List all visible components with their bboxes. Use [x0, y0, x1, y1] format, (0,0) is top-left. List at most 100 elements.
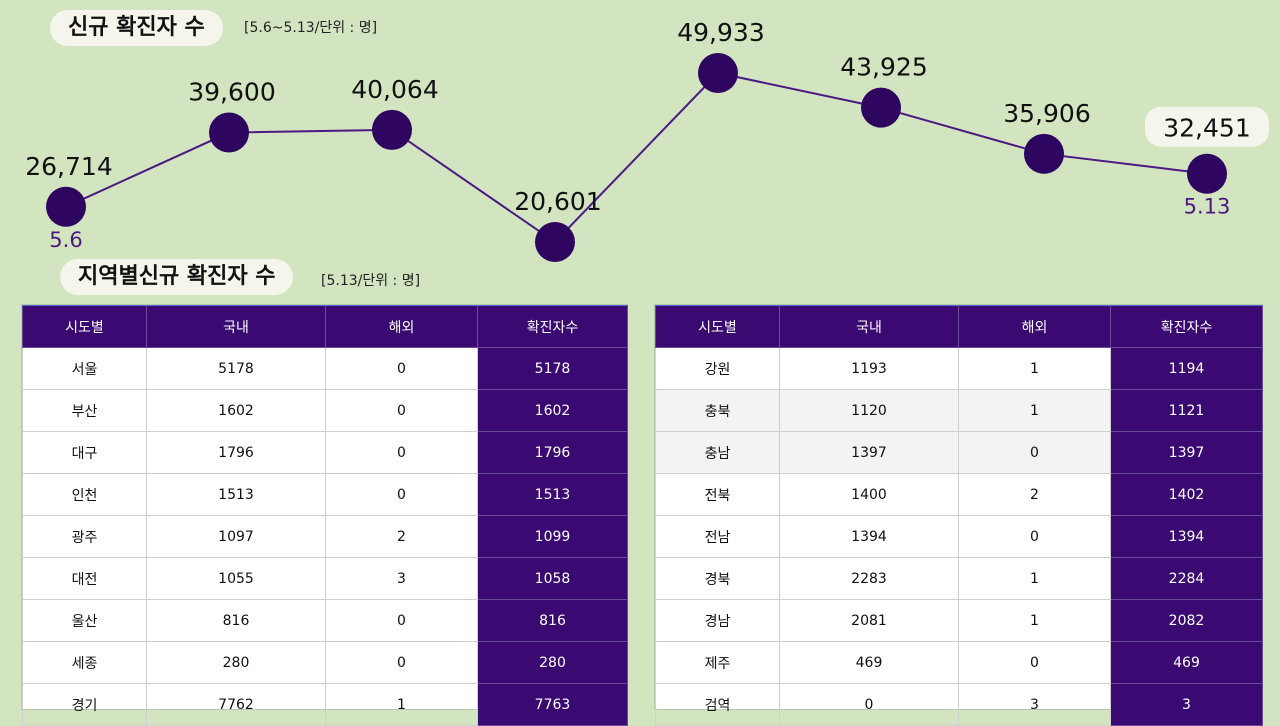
cell-overseas: 3	[325, 557, 478, 600]
data-point	[372, 109, 412, 150]
col-header-region: 시도별	[22, 305, 147, 348]
cell-region: 대구	[22, 431, 147, 474]
data-label: 39,600	[188, 78, 275, 107]
table-row: 경기 7762 1 7763	[22, 683, 628, 726]
cell-domestic: 0	[779, 683, 959, 726]
table-row: 대전 1055 3 1058	[22, 557, 628, 600]
cell-domestic: 1400	[779, 473, 959, 516]
cell-region: 충남	[655, 431, 780, 474]
table-left: 시도별 국내 해외 확진자수 서울 5178 0 5178 부산 1602 0 1602 대구 1…	[22, 305, 628, 726]
cell-total: 7763	[477, 683, 628, 726]
data-point	[1187, 153, 1227, 194]
cell-overseas: 0	[325, 389, 478, 432]
data-label: 32,451	[1163, 114, 1250, 143]
cell-overseas: 1	[325, 683, 478, 726]
table-row: 제주 469 0 469	[655, 641, 1263, 684]
table-row: 서울 5178 0 5178	[22, 347, 628, 390]
cell-total: 1058	[477, 557, 628, 600]
cell-region: 전북	[655, 473, 780, 516]
data-label: 40,064	[351, 75, 438, 104]
data-point	[698, 53, 738, 93]
table-row: 충남 1397 0 1397	[655, 431, 1263, 474]
cell-overseas: 0	[325, 347, 478, 390]
cell-total: 1194	[1110, 347, 1263, 390]
cell-overseas: 0	[958, 431, 1111, 474]
cell-overseas: 0	[325, 473, 478, 516]
cell-domestic: 1055	[146, 557, 326, 600]
data-point	[1024, 133, 1064, 174]
cell-overseas: 0	[958, 515, 1111, 558]
x-tick-label: 5.6	[49, 228, 82, 252]
data-label: 43,925	[840, 53, 927, 82]
data-label: 26,714	[25, 152, 112, 181]
col-header-overseas: 해외	[958, 305, 1111, 348]
cell-overseas: 2	[325, 515, 478, 558]
data-label: 49,933	[677, 18, 764, 47]
col-header-region: 시도별	[655, 305, 780, 348]
table-row: 전남 1394 0 1394	[655, 515, 1263, 558]
cell-total: 469	[1110, 641, 1263, 684]
cell-total: 2082	[1110, 599, 1263, 642]
table-row: 대구 1796 0 1796	[22, 431, 628, 474]
cell-overseas: 0	[325, 431, 478, 474]
chart-title: 신규 확진자 수	[50, 10, 223, 46]
cell-total: 1796	[477, 431, 628, 474]
table-row: 인천 1513 0 1513	[22, 473, 628, 516]
table-row: 세종 280 0 280	[22, 641, 628, 684]
cell-region: 제주	[655, 641, 780, 684]
cell-region: 경기	[22, 683, 147, 726]
cell-domestic: 2283	[779, 557, 959, 600]
cell-total: 1394	[1110, 515, 1263, 558]
cell-region: 경남	[655, 599, 780, 642]
cell-overseas: 0	[325, 599, 478, 642]
last-value-label-bg	[1145, 106, 1269, 147]
cell-overseas: 3	[958, 683, 1111, 726]
cell-overseas: 1	[958, 347, 1111, 390]
cell-total: 1513	[477, 473, 628, 516]
cell-overseas: 1	[958, 599, 1111, 642]
cell-total: 2284	[1110, 557, 1263, 600]
table-left-panel: 시도별 국내 해외 확진자수 서울 5178 0 5178 부산 1602 0 1602 대구 1…	[21, 304, 628, 726]
cell-overseas: 1	[958, 389, 1111, 432]
table-row: 검역 0 3 3	[655, 683, 1263, 726]
cell-region: 울산	[22, 599, 147, 642]
cell-domestic: 816	[146, 599, 326, 642]
cell-domestic: 1602	[146, 389, 326, 432]
cell-domestic: 1193	[779, 347, 959, 390]
cell-domestic: 2081	[779, 599, 959, 642]
cell-region: 대전	[22, 557, 147, 600]
cell-total: 3	[1110, 683, 1263, 726]
table-right: 시도별 국내 해외 확진자수 강원 1193 1 1194 충북 1120 1 1121 충남 1…	[655, 305, 1263, 726]
cell-overseas: 0	[325, 641, 478, 684]
col-header-total: 확진자수	[1110, 305, 1263, 348]
cell-region: 강원	[655, 347, 780, 390]
col-header-overseas: 해외	[325, 305, 478, 348]
cell-total: 1602	[477, 389, 628, 432]
table-row: 광주 1097 2 1099	[22, 515, 628, 558]
cell-region: 충북	[655, 389, 780, 432]
cell-region: 광주	[22, 515, 147, 558]
series-line	[65, 71, 1208, 244]
cell-total: 1099	[477, 515, 628, 558]
data-point	[46, 186, 86, 227]
cell-region: 경북	[655, 557, 780, 600]
cell-domestic: 1394	[779, 515, 959, 558]
data-label: 20,601	[514, 187, 601, 216]
cell-region: 인천	[22, 473, 147, 516]
cell-total: 280	[477, 641, 628, 684]
cell-region: 검역	[655, 683, 780, 726]
cell-domestic: 1513	[146, 473, 326, 516]
table-row: 부산 1602 0 1602	[22, 389, 628, 432]
data-label: 35,906	[1003, 99, 1090, 128]
col-header-total: 확진자수	[477, 305, 628, 348]
cell-region: 서울	[22, 347, 147, 390]
cell-domestic: 280	[146, 641, 326, 684]
cell-domestic: 1120	[779, 389, 959, 432]
x-tick-label: 5.13	[1184, 195, 1231, 219]
cell-domestic: 469	[779, 641, 959, 684]
table-row: 경북 2283 1 2284	[655, 557, 1263, 600]
data-point	[209, 112, 249, 153]
table-row: 강원 1193 1 1194	[655, 347, 1263, 390]
cell-domestic: 1796	[146, 431, 326, 474]
cell-total: 1121	[1110, 389, 1263, 432]
